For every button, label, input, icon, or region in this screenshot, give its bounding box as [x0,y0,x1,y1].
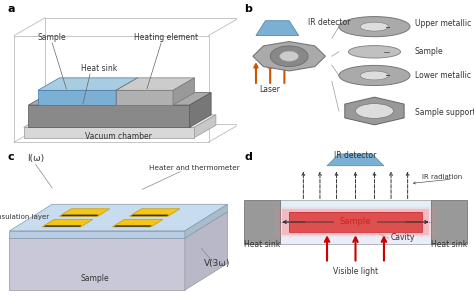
Text: Sample: Sample [415,47,443,56]
Text: a: a [7,4,15,15]
Text: c: c [7,152,14,163]
Polygon shape [24,115,216,127]
Text: Sample: Sample [38,33,66,42]
Polygon shape [194,115,216,138]
Ellipse shape [356,104,393,118]
Text: Heater and thermometer: Heater and thermometer [149,165,240,171]
Polygon shape [190,93,211,127]
Polygon shape [9,231,185,238]
Polygon shape [116,90,173,105]
Text: Insulation layer: Insulation layer [0,214,49,220]
FancyBboxPatch shape [275,207,436,237]
Polygon shape [62,215,98,216]
Text: Sample: Sample [81,274,109,283]
Polygon shape [59,209,110,216]
Text: Heat sink: Heat sink [82,64,118,73]
Polygon shape [112,219,163,227]
Polygon shape [38,78,137,90]
Ellipse shape [360,22,389,31]
Polygon shape [9,238,185,290]
Polygon shape [45,226,81,227]
FancyBboxPatch shape [282,210,429,234]
Polygon shape [173,78,194,105]
Polygon shape [253,42,325,71]
Polygon shape [345,97,404,125]
Text: V(3ω): V(3ω) [203,259,230,268]
Ellipse shape [348,46,401,58]
Text: Heating element: Heating element [134,33,198,42]
Polygon shape [28,105,190,127]
Polygon shape [185,212,228,290]
Polygon shape [9,212,228,238]
Text: IR detector: IR detector [308,18,350,27]
FancyBboxPatch shape [289,212,422,232]
Text: Heat sink: Heat sink [431,240,467,249]
FancyBboxPatch shape [280,200,431,244]
Polygon shape [9,204,228,231]
Text: b: b [244,4,252,15]
Text: Sample: Sample [340,218,371,226]
Polygon shape [24,127,194,138]
Text: Heat sink: Heat sink [244,240,280,249]
Polygon shape [28,93,211,105]
Polygon shape [116,78,137,105]
Polygon shape [129,209,180,216]
FancyBboxPatch shape [431,200,467,244]
Polygon shape [115,226,151,227]
Text: Visible light: Visible light [333,267,378,276]
Polygon shape [185,204,228,238]
Ellipse shape [360,71,389,80]
FancyBboxPatch shape [244,200,280,244]
Text: Laser: Laser [260,85,281,94]
Polygon shape [256,21,299,36]
Ellipse shape [280,51,299,62]
Text: Upper metallic mask: Upper metallic mask [415,19,474,28]
Text: Lower metallic mask: Lower metallic mask [415,71,474,80]
Text: IR detector: IR detector [334,151,377,160]
Polygon shape [327,154,384,166]
Text: Cavity: Cavity [391,233,415,242]
Polygon shape [132,215,168,216]
Polygon shape [38,90,116,105]
Ellipse shape [339,65,410,86]
Text: Vacuum chamber: Vacuum chamber [85,132,152,141]
Text: IR radiation: IR radiation [422,174,462,180]
Text: I(ω): I(ω) [27,154,44,163]
Ellipse shape [270,46,308,67]
Text: d: d [244,152,252,163]
Text: Sample support: Sample support [415,108,474,117]
Polygon shape [42,219,93,227]
Ellipse shape [339,17,410,37]
Polygon shape [116,78,194,90]
